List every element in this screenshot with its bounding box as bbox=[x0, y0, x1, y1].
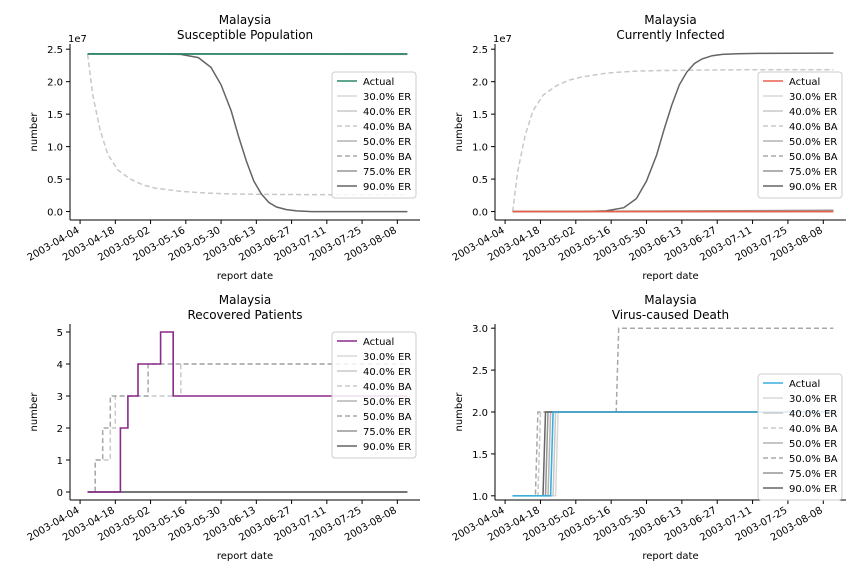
y-axis-label: number bbox=[454, 112, 465, 152]
y-multiplier-label: 1e7 bbox=[68, 34, 87, 45]
legend-label: 40.0% ER bbox=[789, 409, 837, 420]
chart-title: Malaysia bbox=[644, 13, 696, 27]
x-axis-label: report date bbox=[642, 271, 698, 282]
y-tick-label: 1.5 bbox=[472, 450, 488, 461]
legend-label: 75.0% ER bbox=[789, 167, 837, 178]
legend-box bbox=[757, 373, 843, 501]
y-tick-label: 2.0 bbox=[472, 78, 488, 89]
y-tick-label: 4 bbox=[57, 360, 63, 371]
series-line-90-0-er bbox=[87, 53, 408, 213]
y-tick-label: 1 bbox=[57, 456, 63, 467]
y-tick-label: 1.0 bbox=[47, 143, 63, 154]
y-tick-label: 3.0 bbox=[472, 324, 488, 335]
legend-label: 50.0% ER bbox=[789, 137, 837, 148]
chart-subtitle: Susceptible Population bbox=[177, 28, 313, 42]
legend-label: 50.0% ER bbox=[363, 137, 411, 148]
y-tick-label: 2.0 bbox=[472, 408, 488, 419]
legend-label: 50.0% ER bbox=[363, 397, 411, 408]
legend-box bbox=[331, 71, 417, 199]
chart-subtitle: Currently Infected bbox=[616, 28, 724, 42]
legend-label: 40.0% BA bbox=[363, 382, 412, 393]
y-tick-label: 2.5 bbox=[472, 45, 488, 56]
legend-label: Actual bbox=[363, 77, 394, 88]
legend-label: 40.0% BA bbox=[789, 122, 838, 133]
legend-label: 30.0% ER bbox=[789, 394, 837, 405]
legend-box bbox=[757, 71, 843, 199]
x-axis-label: report date bbox=[217, 551, 273, 562]
chart-title: Malaysia bbox=[219, 293, 271, 307]
series-line-50-0-ba bbox=[87, 363, 408, 493]
legend-label: 50.0% BA bbox=[363, 152, 412, 163]
chart-subtitle: Recovered Patients bbox=[187, 308, 302, 322]
y-tick-label: 5 bbox=[57, 328, 63, 339]
x-axis-label: report date bbox=[642, 551, 698, 562]
legend-label: 40.0% ER bbox=[363, 107, 411, 118]
y-tick-label: 0.5 bbox=[47, 175, 63, 186]
series-line-90-0-er bbox=[512, 52, 834, 213]
legend-label: 30.0% ER bbox=[363, 352, 411, 363]
legend-label: 40.0% ER bbox=[789, 107, 837, 118]
legend-label: 50.0% BA bbox=[789, 454, 838, 465]
legend-label: 75.0% ER bbox=[789, 469, 837, 480]
y-tick-label: 0.0 bbox=[472, 208, 488, 219]
series-line-actual bbox=[512, 411, 834, 497]
legend-label: Actual bbox=[789, 77, 820, 88]
legend-label: 40.0% ER bbox=[363, 367, 411, 378]
legend-label: 40.0% BA bbox=[789, 424, 838, 435]
x-axis-label: report date bbox=[217, 271, 273, 282]
legend-label: 90.0% ER bbox=[789, 182, 837, 193]
y-axis-label: number bbox=[29, 392, 40, 432]
y-axis-label: number bbox=[29, 112, 40, 152]
y-axis-label: number bbox=[454, 392, 465, 432]
series-line-actual bbox=[87, 331, 408, 493]
legend-label: 40.0% BA bbox=[363, 122, 412, 133]
legend-label: 50.0% BA bbox=[789, 152, 838, 163]
series-line-40-0-ba bbox=[511, 68, 834, 212]
legend-label: 90.0% ER bbox=[363, 182, 411, 193]
y-tick-label: 1.0 bbox=[472, 143, 488, 154]
legend-label: 75.0% ER bbox=[363, 427, 411, 438]
y-tick-label: 2.0 bbox=[47, 78, 63, 89]
legend-box bbox=[331, 331, 417, 459]
legend-label: 30.0% ER bbox=[789, 92, 837, 103]
legend-label: 90.0% ER bbox=[789, 484, 837, 495]
chart-subtitle: Virus-caused Death bbox=[612, 308, 729, 322]
y-tick-label: 1.0 bbox=[472, 492, 488, 503]
y-tick-label: 3 bbox=[57, 392, 63, 403]
y-multiplier-label: 1e7 bbox=[493, 34, 512, 45]
legend-label: Actual bbox=[363, 337, 394, 348]
legend-label: 75.0% ER bbox=[363, 167, 411, 178]
y-tick-label: 0.5 bbox=[472, 175, 488, 186]
series-line-40-0-ba bbox=[86, 54, 408, 196]
legend-label: 90.0% ER bbox=[363, 442, 411, 453]
chart-title: Malaysia bbox=[644, 293, 696, 307]
y-tick-label: 1.5 bbox=[47, 110, 63, 121]
legend-label: 50.0% BA bbox=[363, 412, 412, 423]
legend-label: 30.0% ER bbox=[363, 92, 411, 103]
legend-label: Actual bbox=[789, 379, 820, 390]
legend-label: 50.0% ER bbox=[789, 439, 837, 450]
y-tick-label: 2 bbox=[57, 424, 63, 435]
y-tick-label: 0.0 bbox=[47, 208, 63, 219]
y-tick-label: 2.5 bbox=[472, 366, 488, 377]
chart-title: Malaysia bbox=[219, 13, 271, 27]
y-tick-label: 0 bbox=[57, 488, 63, 499]
y-tick-label: 1.5 bbox=[472, 110, 488, 121]
y-tick-label: 2.5 bbox=[47, 45, 63, 56]
